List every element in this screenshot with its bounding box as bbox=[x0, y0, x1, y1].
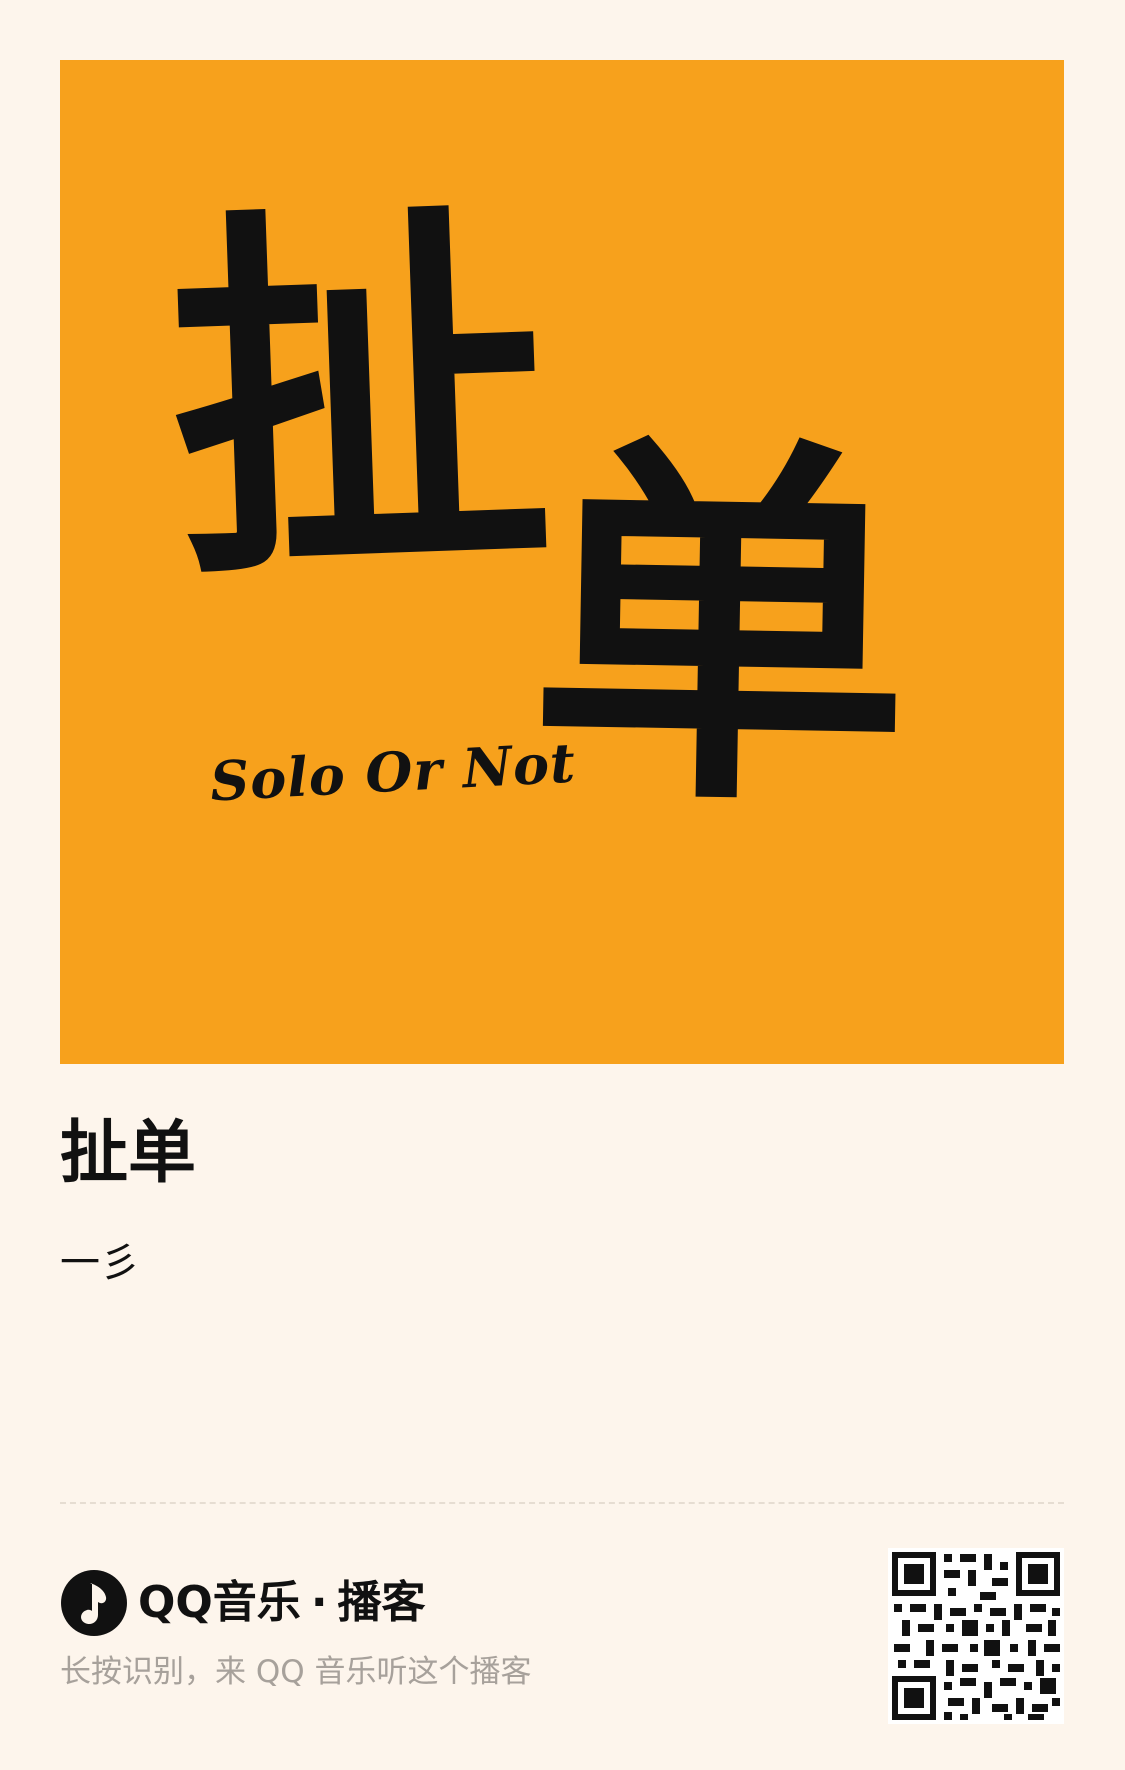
qq-music-brand: QQ音乐 · 播客 bbox=[60, 1568, 426, 1638]
podcast-title: 扯单 bbox=[60, 1114, 197, 1193]
brand-suffix: 播客 bbox=[337, 1577, 426, 1628]
qq-music-logo-icon bbox=[61, 1570, 127, 1636]
cover-character-dan: 单 bbox=[526, 404, 914, 855]
brand-name: QQ音乐 bbox=[138, 1577, 301, 1628]
brand-separator: · bbox=[310, 1577, 328, 1628]
qr-code-icon[interactable] bbox=[888, 1548, 1064, 1724]
qr-code-graphic bbox=[888, 1548, 1064, 1724]
podcast-cover-art: 扯 单 Solo Or Not bbox=[60, 60, 1064, 1064]
scan-hint-text: 长按识别，来 QQ 音乐听这个播客 bbox=[60, 1654, 532, 1690]
cover-script-text: Solo Or Not bbox=[208, 730, 578, 814]
cover-character-che: 扯 bbox=[162, 171, 558, 628]
podcast-author: 一彡 bbox=[60, 1240, 140, 1286]
dashed-divider bbox=[60, 1502, 1064, 1504]
